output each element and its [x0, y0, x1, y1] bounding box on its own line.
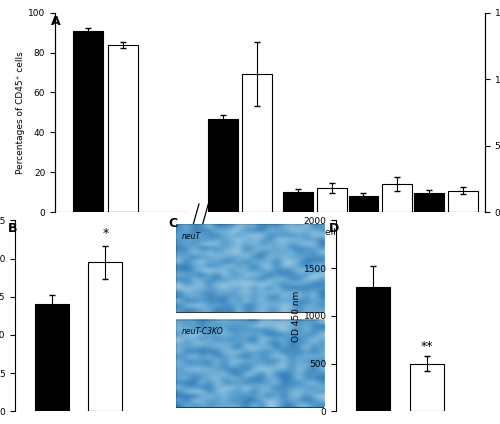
Text: macrophages: macrophages	[75, 228, 136, 237]
Text: A: A	[50, 15, 60, 28]
Bar	[316, 188, 346, 212]
Bar	[283, 192, 313, 212]
Bar	[448, 191, 478, 212]
Text: *: *	[102, 226, 108, 240]
Text: CD4 T cells: CD4 T cells	[215, 228, 266, 237]
Text: B cells: B cells	[431, 228, 460, 237]
Text: **: **	[420, 340, 433, 353]
Y-axis label: Percentages of CD45⁺ cells: Percentages of CD45⁺ cells	[16, 51, 26, 174]
Bar	[35, 304, 69, 411]
Bar	[88, 262, 122, 411]
Text: CD8 T cells: CD8 T cells	[290, 228, 340, 237]
Text: neuT: neuT	[182, 232, 201, 241]
Text: C: C	[168, 217, 177, 230]
Bar	[108, 45, 138, 212]
Bar	[414, 193, 444, 212]
Bar	[242, 74, 272, 212]
Bar	[382, 184, 412, 212]
Bar	[348, 196, 378, 212]
Bar	[410, 363, 444, 411]
Bar	[73, 31, 102, 212]
Bar	[356, 287, 390, 411]
Text: neuT-C3KO: neuT-C3KO	[182, 327, 224, 336]
Bar	[176, 320, 324, 407]
Bar	[208, 119, 238, 212]
Text: D: D	[329, 223, 339, 235]
Bar	[176, 224, 324, 312]
Text: MDSC: MDSC	[367, 228, 394, 237]
Y-axis label: OD 450 nm: OD 450 nm	[292, 290, 301, 341]
Text: B: B	[8, 223, 17, 235]
